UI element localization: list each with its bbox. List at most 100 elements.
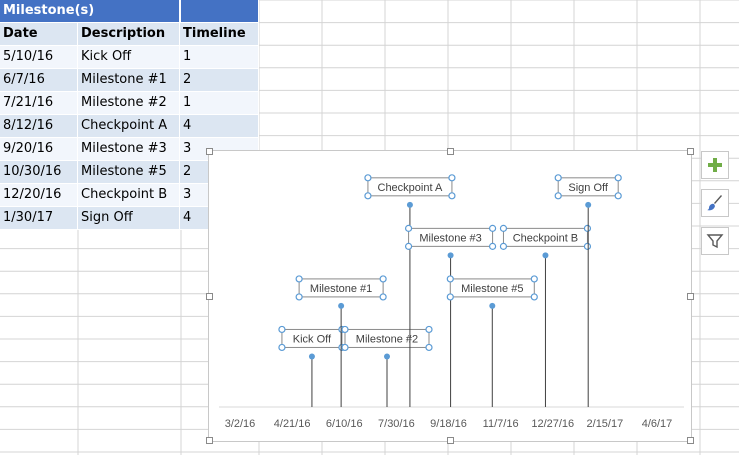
- table-cell[interactable]: 1/30/17: [0, 206, 78, 230]
- x-tick-label: 7/30/16: [378, 418, 415, 430]
- data-point[interactable]: [585, 201, 592, 208]
- label-handle[interactable]: [278, 343, 286, 352]
- table-cell[interactable]: 2: [179, 68, 259, 92]
- data-point[interactable]: [447, 252, 454, 259]
- table-cell[interactable]: 1: [179, 45, 259, 69]
- svg-text:Milestone #2: Milestone #2: [356, 333, 418, 345]
- table-cell[interactable]: Checkpoint B: [77, 183, 180, 207]
- table-cell[interactable]: Milestone #3: [77, 137, 180, 161]
- chart-elements-button[interactable]: [701, 151, 729, 179]
- data-label[interactable]: Checkpoint B: [499, 224, 592, 250]
- label-handle[interactable]: [554, 174, 562, 182]
- table-cell[interactable]: 4: [179, 114, 259, 138]
- table-row: 6/7/16 Milestone #1 2: [0, 68, 259, 92]
- data-point[interactable]: [338, 302, 345, 309]
- table-cell[interactable]: 9/20/16: [0, 137, 78, 161]
- label-handle[interactable]: [488, 224, 497, 232]
- column-header[interactable]: Date: [0, 22, 78, 46]
- label-handle[interactable]: [379, 275, 387, 283]
- chart-styles-button[interactable]: [701, 189, 729, 217]
- label-handle[interactable]: [614, 174, 622, 182]
- selection-handle[interactable]: [687, 293, 694, 300]
- data-label[interactable]: Milestone #5: [446, 275, 538, 301]
- selection-handle[interactable]: [206, 293, 213, 300]
- data-label[interactable]: Milestone #1: [295, 275, 387, 301]
- x-tick-label: 6/10/16: [326, 418, 363, 430]
- label-handle[interactable]: [278, 325, 286, 334]
- label-handle[interactable]: [614, 192, 622, 200]
- label-handle[interactable]: [583, 224, 592, 232]
- label-handle[interactable]: [488, 242, 497, 250]
- label-handle[interactable]: [295, 293, 303, 301]
- table-cell[interactable]: Sign Off: [77, 206, 180, 230]
- x-tick-label: 2/15/17: [587, 418, 624, 430]
- table-cell[interactable]: Kick Off: [77, 45, 180, 69]
- label-handle[interactable]: [341, 325, 349, 334]
- selection-handle[interactable]: [687, 437, 694, 444]
- label-handle[interactable]: [404, 242, 413, 250]
- brush-icon: [707, 195, 722, 211]
- table-cell[interactable]: 5/10/16: [0, 45, 78, 69]
- label-handle[interactable]: [295, 275, 303, 283]
- data-point[interactable]: [542, 252, 549, 259]
- svg-text:Checkpoint B: Checkpoint B: [513, 232, 578, 244]
- plus-icon: [708, 158, 722, 172]
- label-handle[interactable]: [425, 343, 433, 352]
- label-handle[interactable]: [499, 242, 508, 250]
- svg-text:Milestone #5: Milestone #5: [461, 283, 523, 295]
- selection-handle[interactable]: [206, 148, 213, 155]
- label-handle[interactable]: [499, 224, 508, 232]
- table-cell[interactable]: 7/21/16: [0, 91, 78, 115]
- label-handle[interactable]: [364, 192, 372, 200]
- data-label[interactable]: Checkpoint A: [364, 174, 456, 200]
- table-cell[interactable]: Milestone #1: [77, 68, 180, 92]
- label-handle[interactable]: [448, 174, 456, 182]
- data-label[interactable]: Kick Off: [278, 325, 346, 352]
- label-handle[interactable]: [583, 242, 592, 250]
- data-label[interactable]: Milestone #3: [404, 224, 497, 250]
- selection-handle[interactable]: [687, 148, 694, 155]
- table-cell[interactable]: Checkpoint A: [77, 114, 180, 138]
- label-handle[interactable]: [530, 275, 538, 283]
- x-tick-label: 9/18/16: [430, 418, 467, 430]
- svg-text:Kick Off: Kick Off: [293, 333, 332, 345]
- table-title-blank: [178, 0, 259, 23]
- label-handle[interactable]: [341, 343, 349, 352]
- label-handle[interactable]: [425, 325, 433, 334]
- label-handle[interactable]: [404, 224, 413, 232]
- table-cell[interactable]: 8/12/16: [0, 114, 78, 138]
- milestones-table: Milestone(s) Date Description Timeline 5/10/…: [0, 0, 259, 230]
- table-cell[interactable]: Milestone #5: [77, 160, 180, 184]
- data-point[interactable]: [308, 353, 315, 360]
- x-tick-label: 11/7/16: [483, 418, 519, 430]
- svg-text:Checkpoint A: Checkpoint A: [378, 182, 443, 194]
- data-point[interactable]: [383, 353, 390, 360]
- label-handle[interactable]: [379, 293, 387, 301]
- data-label[interactable]: Sign Off: [554, 174, 622, 200]
- chart-filters-button[interactable]: [701, 227, 729, 255]
- table-cell[interactable]: 1: [179, 91, 259, 115]
- data-point[interactable]: [406, 201, 413, 208]
- data-label[interactable]: Milestone #2: [341, 325, 433, 352]
- data-point[interactable]: [489, 302, 496, 309]
- label-handle[interactable]: [364, 174, 372, 182]
- label-handle[interactable]: [446, 293, 454, 301]
- column-header[interactable]: Description: [77, 22, 180, 46]
- table-row: 5/10/16 Kick Off 1: [0, 45, 259, 69]
- x-tick-label: 4/21/16: [274, 418, 311, 430]
- label-handle[interactable]: [530, 293, 538, 301]
- selection-handle[interactable]: [447, 148, 454, 155]
- table-cell[interactable]: 6/7/16: [0, 68, 78, 92]
- table-cell[interactable]: 12/20/16: [0, 183, 78, 207]
- table-cell[interactable]: 10/30/16: [0, 160, 78, 184]
- label-handle[interactable]: [554, 192, 562, 200]
- selection-handle[interactable]: [206, 437, 213, 444]
- column-header[interactable]: Timeline: [179, 22, 259, 46]
- table-cell[interactable]: Milestone #2: [77, 91, 180, 115]
- svg-text:Sign Off: Sign Off: [568, 182, 608, 194]
- label-handle[interactable]: [446, 275, 454, 283]
- selection-handle[interactable]: [447, 437, 454, 444]
- filter-icon: [706, 234, 724, 249]
- label-handle[interactable]: [448, 192, 456, 200]
